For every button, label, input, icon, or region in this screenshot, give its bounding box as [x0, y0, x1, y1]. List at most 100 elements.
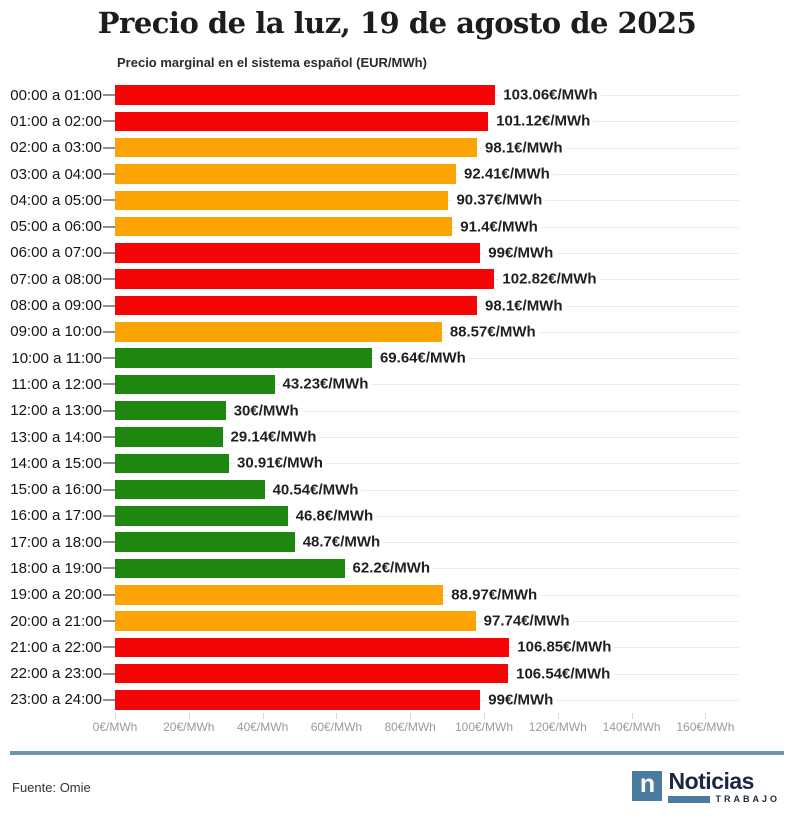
category-tick [103, 436, 115, 438]
value-label: 90.37€/MWh [453, 191, 546, 209]
price-bar [115, 479, 265, 500]
value-label: 29.14€/MWh [227, 428, 320, 446]
price-bar [115, 611, 476, 631]
plot-area: 102.82€/MWh [115, 266, 739, 292]
logo-bar [668, 795, 711, 803]
category-tick [103, 698, 115, 701]
axis-tick [410, 713, 412, 720]
chart-row: 09:00 a 10:00 88.57€/MWh [0, 319, 794, 345]
category-tick [103, 409, 115, 412]
price-bar [115, 690, 481, 710]
hour-label: 06:00 a 07:00 [10, 244, 102, 262]
hour-label: 18:00 a 19:00 [10, 559, 102, 577]
category-tick [103, 462, 115, 465]
row-gridline [115, 489, 739, 491]
plot-area: 30.91€/MWh [115, 450, 739, 476]
value-label: 40.54€/MWh [269, 481, 362, 499]
plot-area: 88.97€/MWh [115, 582, 739, 608]
price-bar [115, 374, 275, 395]
axis-tick [484, 713, 485, 720]
chart-row: 01:00 a 02:00 101.12€/MWh [0, 108, 794, 134]
value-label: 106.54€/MWh [513, 665, 614, 683]
price-bar [115, 243, 481, 263]
value-label: 106.85€/MWh [514, 638, 615, 656]
x-axis: 0€/MWh 20€/MWh 40€/MWh 60€/MWh 80€/MWh 100€/M… [93, 713, 739, 737]
axis-tick [262, 713, 264, 720]
logo-text: Noticias TRABAJO [668, 768, 780, 804]
category-tick [103, 541, 115, 544]
plot-area: 98.1€/MWh [115, 292, 739, 318]
price-bar [115, 348, 372, 368]
category-tick [103, 383, 115, 386]
category-tick [103, 251, 115, 254]
price-bar [115, 137, 477, 158]
hour-label: 16:00 a 17:00 [10, 507, 102, 525]
chart-row: 10:00 a 11:00 69.64€/MWh [0, 345, 794, 371]
axis-tick [705, 713, 707, 720]
plot-area: 69.64€/MWh [115, 345, 739, 371]
axis-tick [336, 713, 338, 720]
chart-row: 23:00 a 24:00 99€/MWh [0, 687, 794, 713]
axis-tick-label: 20€/MWh [163, 720, 215, 735]
price-bar [115, 85, 496, 105]
category-tick [103, 620, 115, 623]
plot-area: 40.54€/MWh [115, 476, 739, 502]
value-label: 102.82€/MWh [499, 270, 600, 288]
chart-row: 16:00 a 17:00 46.8€/MWh [0, 503, 794, 529]
axis-tick-label: 60€/MWh [310, 720, 363, 735]
value-label: 43.23€/MWh [279, 375, 372, 393]
chart-row: 21:00 a 22:00 106.85€/MWh [0, 634, 794, 660]
value-label: 97.74€/MWh [480, 612, 573, 630]
category-tick [103, 330, 115, 333]
axis-tick-label: 140€/MWh [602, 720, 661, 735]
row-gridline [115, 410, 739, 412]
hourly-price-bar-chart: 00:00 a 01:00 103.06€/MWh 01:00 a 02:00 101… [0, 82, 794, 713]
chart-row: 18:00 a 19:00 62.2€/MWh [0, 555, 794, 581]
chart-row: 14:00 a 15:00 30.91€/MWh [0, 450, 794, 476]
chart-row: 15:00 a 16:00 40.54€/MWh [0, 476, 794, 502]
price-bar [115, 663, 509, 684]
category-tick [103, 120, 115, 123]
chart-row: 06:00 a 07:00 99€/MWh [0, 240, 794, 266]
hour-label: 21:00 a 22:00 [10, 638, 102, 656]
hour-label: 07:00 a 08:00 [10, 270, 102, 288]
plot-area: 101.12€/MWh [115, 108, 739, 134]
axis-tick-label: 80€/MWh [384, 720, 436, 735]
price-bar [115, 585, 444, 605]
hour-label: 13:00 a 14:00 [10, 428, 102, 446]
plot-area: 106.54€/MWh [115, 661, 739, 687]
axis-tick [631, 713, 633, 720]
axis-tick-label: 100€/MWh [454, 720, 514, 735]
plot-area: 106.85€/MWh [115, 634, 739, 660]
row-gridline [115, 437, 739, 438]
category-tick [103, 488, 115, 491]
plot-area: 99€/MWh [115, 687, 739, 713]
hour-label: 05:00 a 06:00 [10, 218, 102, 236]
hour-label: 02:00 a 03:00 [10, 139, 102, 157]
chart-subtitle: Precio marginal en el sistema español (E… [117, 55, 427, 70]
plot-area: 30€/MWh [115, 398, 739, 424]
hour-label: 08:00 a 09:00 [10, 297, 102, 315]
price-bar [115, 295, 477, 316]
plot-area: 90.37€/MWh [115, 187, 739, 213]
hour-label: 01:00 a 02:00 [10, 112, 102, 130]
value-label: 30.91€/MWh [234, 454, 326, 472]
chart-row: 12:00 a 13:00 30€/MWh [0, 398, 794, 424]
plot-area: 92.41€/MWh [115, 161, 739, 187]
chart-row: 00:00 a 01:00 103.06€/MWh [0, 82, 794, 108]
value-label: 88.57€/MWh [446, 323, 539, 341]
chart-row: 02:00 a 03:00 98.1€/MWh [0, 135, 794, 161]
chart-row: 11:00 a 12:00 43.23€/MWh [0, 371, 794, 397]
hour-label: 10:00 a 11:00 [11, 349, 102, 367]
plot-area: 43.23€/MWh [115, 371, 739, 397]
axis-tick-label: 160€/MWh [676, 720, 735, 735]
axis-tick-label: 0€/MWh [92, 720, 138, 735]
price-bar [115, 190, 449, 211]
hour-label: 19:00 a 20:00 [10, 586, 102, 604]
value-label: 101.12€/MWh [493, 112, 594, 130]
logo-brand: Noticias [668, 768, 754, 795]
hour-label: 00:00 a 01:00 [10, 86, 102, 104]
hour-label: 20:00 a 21:00 [10, 612, 102, 630]
axis-tick-label: 120€/MWh [528, 720, 587, 735]
category-tick [103, 304, 115, 307]
